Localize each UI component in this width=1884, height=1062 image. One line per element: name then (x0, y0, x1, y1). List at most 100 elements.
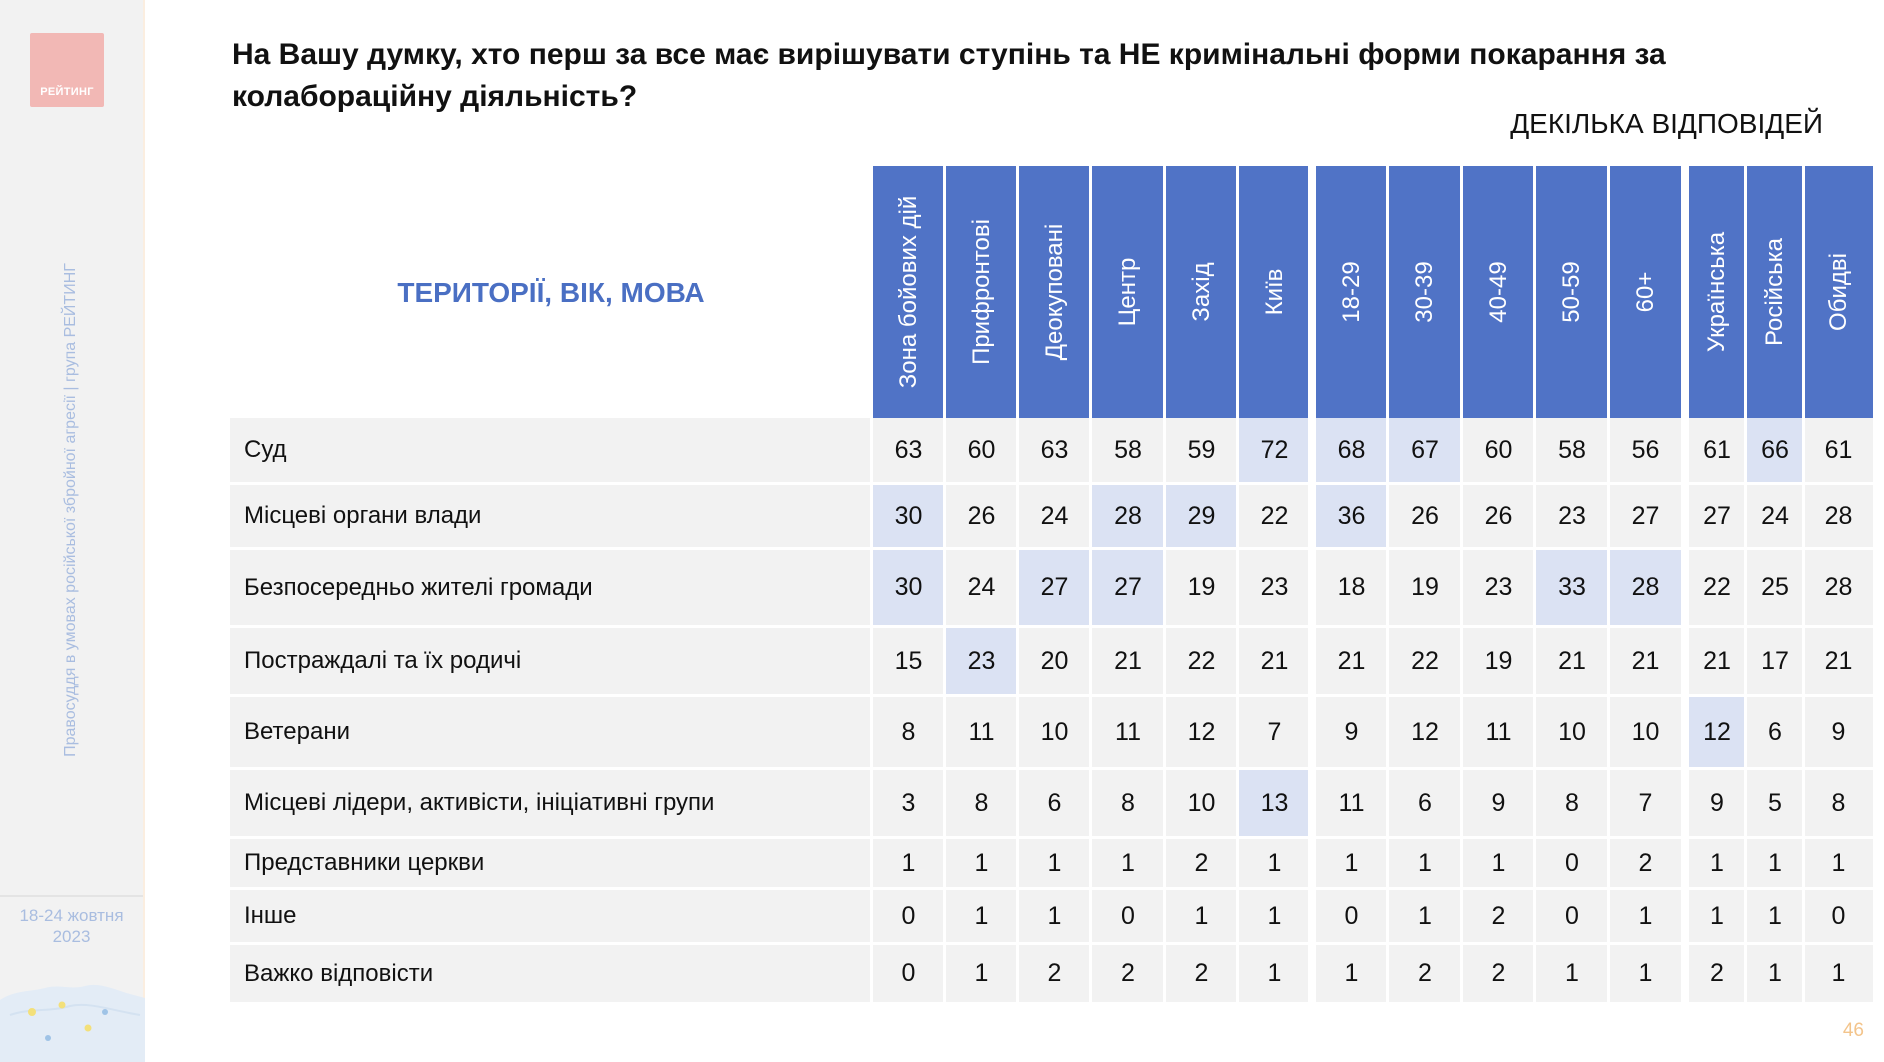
column-header: Російська (1746, 166, 1804, 418)
table-cell: 12 (1688, 697, 1746, 767)
table-cell: 1 (1831, 959, 1846, 987)
table-cell: 27 (1018, 550, 1091, 625)
table-cell: 21 (1824, 646, 1853, 675)
table-cell: 26 (1411, 501, 1439, 530)
table-cell: 60 (1484, 435, 1513, 464)
table-cell: 18 (1337, 573, 1366, 601)
table-cell: 23 (1260, 573, 1289, 601)
table-cell: 0 (1565, 848, 1579, 877)
table-cell: 11 (1485, 717, 1512, 746)
table-cell: 61 (1824, 435, 1853, 464)
table-cell: 9 (1491, 788, 1506, 817)
row-label: Суд (244, 436, 287, 463)
rating-logo: РЕЙТИНГ (30, 33, 104, 107)
table-cell: 1 (974, 848, 989, 877)
table-cell: 1 (1121, 848, 1135, 877)
table-cell: 28 (1609, 550, 1682, 625)
column-header-label: Російська (1761, 238, 1788, 346)
column-header-label: 18-29 (1337, 261, 1365, 323)
table-cell: 66 (1746, 418, 1804, 482)
table-cell: 8 (1565, 788, 1579, 817)
table-cell: 1 (974, 901, 989, 930)
row-label: Представники церкви (244, 849, 485, 876)
table-cell: 1 (1768, 901, 1782, 930)
column-divider (1163, 166, 1166, 1005)
table-cell: 1 (1267, 848, 1282, 877)
row-label: Ветерани (244, 718, 350, 745)
table-cell: 2 (1710, 959, 1724, 987)
table-cell: 10 (1558, 717, 1586, 746)
table-cell: 2 (1491, 901, 1506, 930)
table-cell: 11 (1115, 717, 1141, 746)
column-header: Центр (1091, 166, 1165, 418)
slide-title: На Вашу думку, хто перш за все має виріш… (232, 38, 1666, 113)
column-header: Зона бойових дій (872, 166, 945, 418)
column-divider (1533, 166, 1536, 1005)
survey-date: 18-24 жовтня 2023 (19, 906, 124, 946)
table-cell: 22 (1187, 646, 1216, 675)
table-cell: 1 (1710, 848, 1724, 877)
column-divider (1460, 166, 1463, 1005)
column-header: 50-59 (1535, 166, 1609, 418)
table-cell: 2 (1047, 959, 1062, 987)
page-number: 46 (1842, 1020, 1864, 1041)
row-label: Постраждалі та їх родичі (244, 647, 522, 674)
table-row (230, 418, 1873, 482)
column-header: Обидві (1804, 166, 1873, 418)
row-label: Інше (244, 902, 297, 929)
table-cell: 6 (1768, 717, 1782, 746)
table-cell: 7 (1267, 717, 1282, 746)
table-cell: 21 (1631, 646, 1660, 675)
table-cell: 28 (1824, 501, 1853, 530)
table-row (230, 839, 1873, 887)
table-cell: 36 (1315, 485, 1388, 547)
column-header-label: Захід (1187, 262, 1215, 322)
table-cell: 27 (1703, 501, 1731, 530)
table-cell: 2 (1638, 848, 1653, 877)
table-cell: 6 (1418, 788, 1432, 817)
table-cell: 19 (1411, 573, 1439, 601)
table-row (230, 485, 1873, 547)
table-cell: 10 (1040, 717, 1069, 746)
column-divider (1016, 166, 1019, 1005)
column-header: Деокуповані (1018, 166, 1091, 418)
table-cell: 2 (1491, 959, 1506, 987)
table-cell: 56 (1631, 435, 1660, 464)
table-cell: 58 (1114, 435, 1142, 464)
table-cell: 1 (1344, 848, 1359, 877)
column-header-label: 50-59 (1558, 261, 1585, 323)
table-cell: 1 (1491, 848, 1506, 877)
sidebar-vertical-caption: Правосуддя в умовах російської збройної … (62, 263, 79, 757)
table-cell: 21 (1558, 646, 1586, 675)
table-cell: 1 (1710, 901, 1724, 930)
table-cell: 63 (894, 435, 923, 464)
table-cell: 1 (1267, 959, 1282, 987)
column-header: 60+ (1609, 166, 1682, 418)
table-cell: 11 (1338, 788, 1365, 817)
group-gap (1681, 166, 1689, 1005)
table-cell: 2 (1194, 848, 1209, 877)
table-cell: 3 (901, 788, 916, 817)
table-cell: 1 (1831, 848, 1846, 877)
table-cell: 6 (1047, 788, 1062, 817)
table-cell: 2 (1194, 959, 1209, 987)
column-header-label: 30-39 (1411, 261, 1438, 323)
sidebar-divider (0, 895, 143, 897)
logo-text: РЕЙТИНГ (40, 86, 94, 98)
column-header: 18-29 (1315, 166, 1388, 418)
table-row (230, 697, 1873, 767)
table-cell: 1 (1047, 901, 1062, 930)
table-cell: 23 (1558, 501, 1586, 530)
table-cell: 0 (1565, 901, 1579, 930)
table-cell: 5 (1768, 788, 1782, 817)
column-divider (943, 166, 946, 1005)
table-cell: 27 (1091, 550, 1165, 625)
table-row (230, 945, 1873, 1002)
table-cell: 8 (1831, 788, 1846, 817)
column-header-label: 40-49 (1484, 261, 1512, 323)
column-header-label: Деокуповані (1040, 223, 1068, 361)
row-label: Місцеві лідери, активісти, ініціативні г… (244, 789, 715, 816)
table-cell: 61 (1703, 435, 1731, 464)
column-header: Прифронтові (945, 166, 1018, 418)
table-cell: 7 (1638, 788, 1653, 817)
